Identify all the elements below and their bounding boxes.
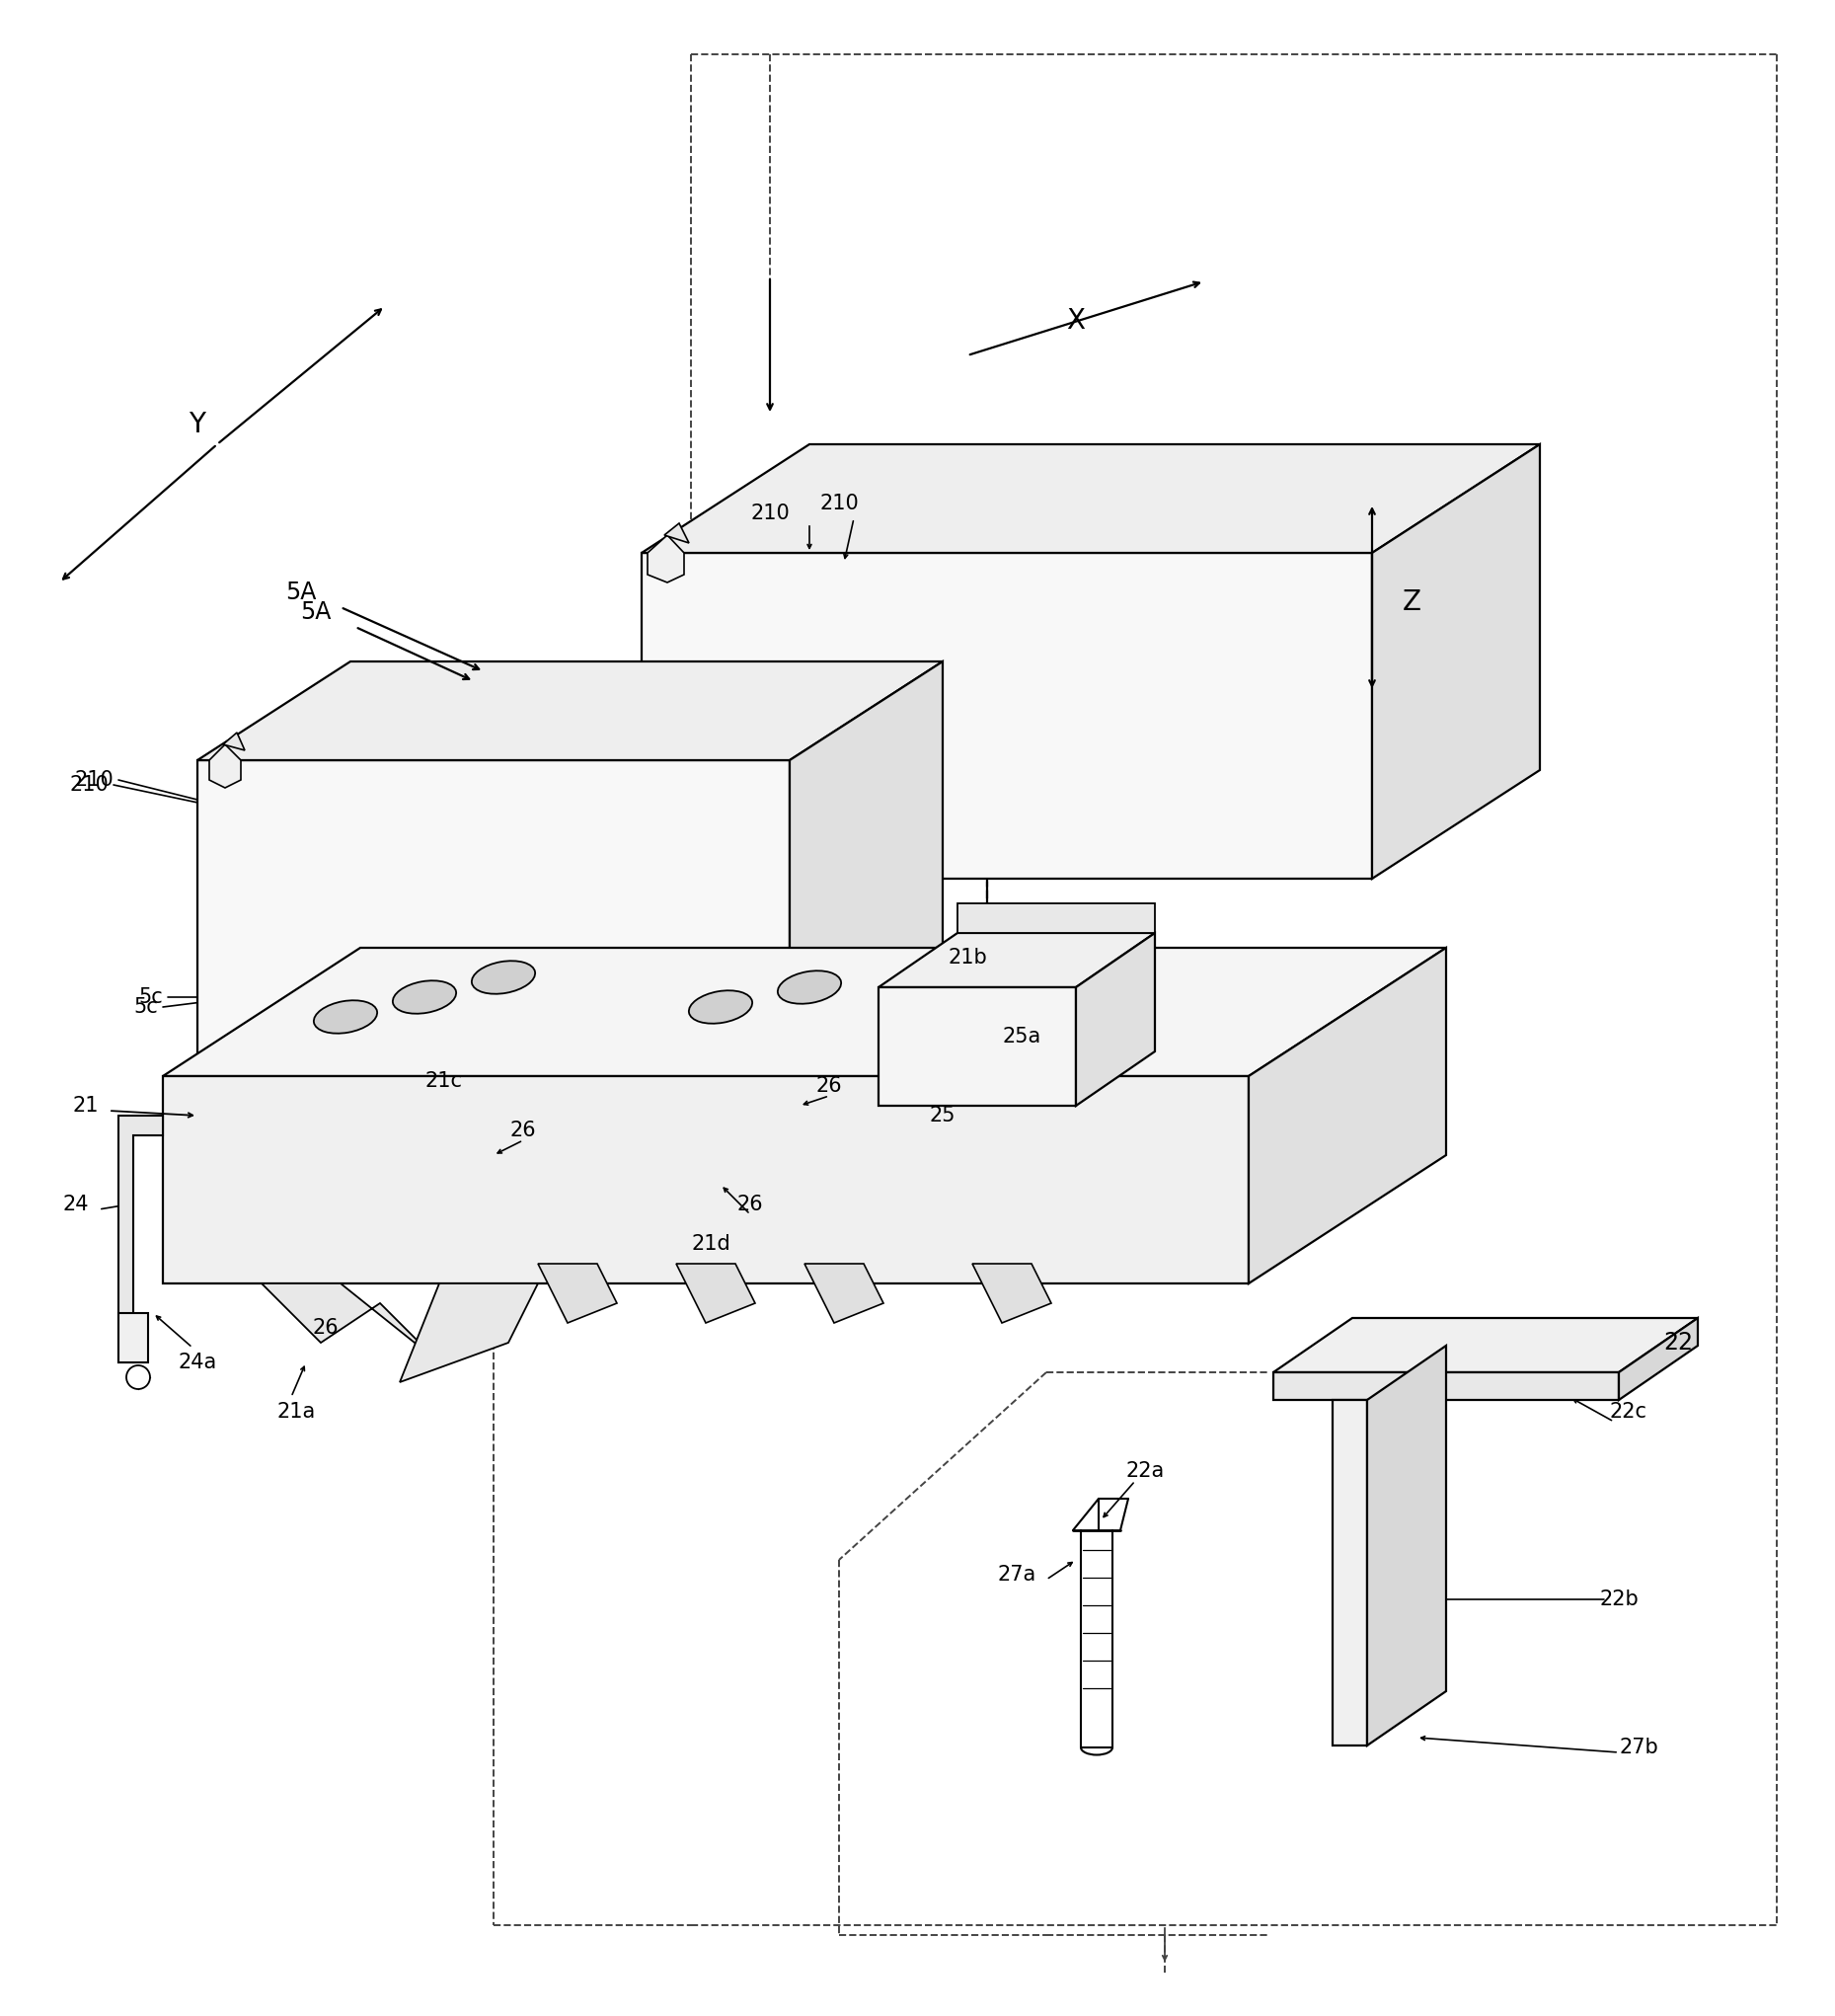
Polygon shape <box>879 988 1075 1105</box>
Text: 26: 26 <box>312 1318 339 1339</box>
Text: 5c: 5c <box>134 998 158 1016</box>
Polygon shape <box>664 524 688 542</box>
Text: 26: 26 <box>510 1121 536 1141</box>
Text: 21: 21 <box>73 1097 99 1115</box>
Text: 5A: 5A <box>301 601 332 625</box>
Polygon shape <box>675 1264 756 1322</box>
Ellipse shape <box>778 972 840 1004</box>
Polygon shape <box>642 552 1373 879</box>
Polygon shape <box>789 661 943 1097</box>
Polygon shape <box>198 661 943 760</box>
Text: 22b: 22b <box>1600 1589 1639 1609</box>
Text: 26: 26 <box>738 1195 763 1214</box>
Polygon shape <box>224 732 244 750</box>
Polygon shape <box>958 903 1154 933</box>
Ellipse shape <box>314 1000 378 1034</box>
Text: 25a: 25a <box>1002 1026 1040 1046</box>
Text: 21b: 21b <box>947 948 987 968</box>
Polygon shape <box>642 444 1540 552</box>
Text: 25: 25 <box>930 1105 956 1125</box>
Polygon shape <box>879 933 1154 988</box>
Polygon shape <box>1075 933 1154 1105</box>
Text: 21a: 21a <box>277 1401 316 1421</box>
Polygon shape <box>163 948 1446 1077</box>
Polygon shape <box>538 1264 617 1322</box>
Polygon shape <box>400 1284 538 1383</box>
Text: X: X <box>1066 306 1084 335</box>
Polygon shape <box>1367 1345 1446 1746</box>
Text: 210: 210 <box>70 774 108 794</box>
Polygon shape <box>163 1077 1248 1284</box>
Text: 22c: 22c <box>1609 1401 1648 1421</box>
Text: Y: Y <box>189 411 206 437</box>
Polygon shape <box>198 760 789 1097</box>
Ellipse shape <box>688 990 752 1024</box>
Polygon shape <box>209 744 240 788</box>
Text: 24: 24 <box>62 1195 88 1214</box>
Ellipse shape <box>929 1012 987 1042</box>
Text: 22: 22 <box>1663 1331 1694 1355</box>
Ellipse shape <box>393 980 457 1014</box>
Polygon shape <box>1618 1318 1697 1399</box>
Polygon shape <box>1332 1399 1367 1746</box>
Text: 21d: 21d <box>692 1234 730 1254</box>
Text: 5A: 5A <box>286 581 317 605</box>
Text: 5c: 5c <box>138 988 163 1008</box>
Polygon shape <box>648 534 684 583</box>
Ellipse shape <box>472 962 536 994</box>
Polygon shape <box>804 1264 883 1322</box>
Text: 210: 210 <box>751 504 789 524</box>
Text: 21c: 21c <box>426 1070 462 1091</box>
Polygon shape <box>1248 948 1446 1284</box>
Text: 27b: 27b <box>1618 1738 1659 1758</box>
Polygon shape <box>973 1264 1051 1322</box>
Polygon shape <box>119 1312 149 1363</box>
Text: Z: Z <box>1402 589 1420 617</box>
Circle shape <box>127 1365 150 1389</box>
Text: 24a: 24a <box>178 1353 217 1373</box>
Polygon shape <box>1373 444 1540 879</box>
Text: 22a: 22a <box>1125 1462 1165 1482</box>
Text: 210: 210 <box>820 494 859 514</box>
Polygon shape <box>1273 1373 1618 1399</box>
Polygon shape <box>119 1115 163 1363</box>
Polygon shape <box>262 1284 439 1363</box>
Text: 26: 26 <box>817 1077 842 1097</box>
Text: 27a: 27a <box>998 1564 1037 1585</box>
Text: 210: 210 <box>73 770 114 790</box>
Polygon shape <box>1273 1318 1697 1373</box>
